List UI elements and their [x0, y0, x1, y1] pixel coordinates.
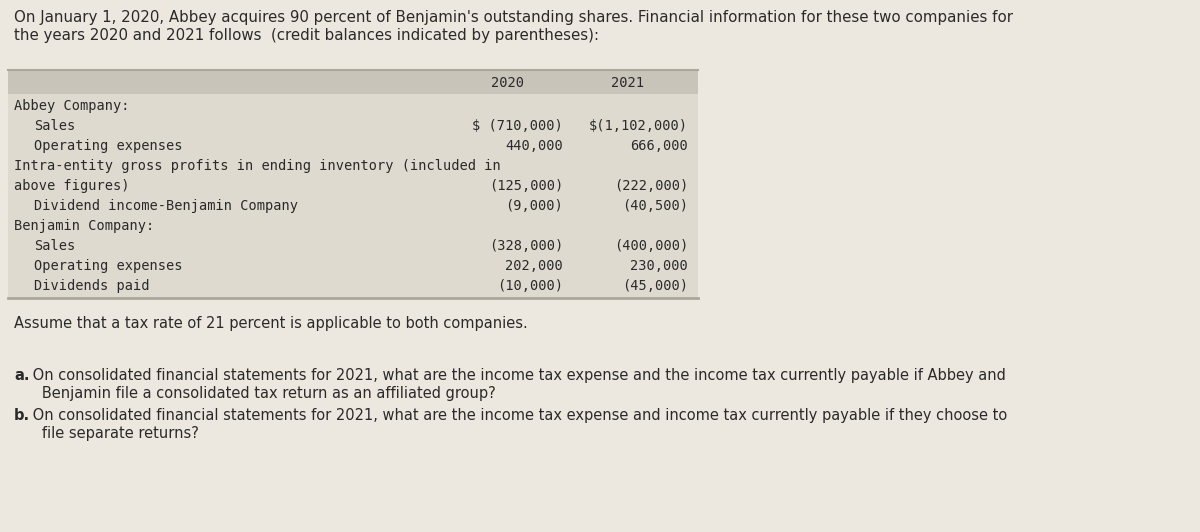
Text: $ (710,000): $ (710,000) — [473, 119, 563, 133]
Text: On consolidated financial statements for 2021, what are the income tax expense a: On consolidated financial statements for… — [28, 408, 1007, 423]
Text: Operating expenses: Operating expenses — [34, 259, 182, 273]
Text: Assume that a tax rate of 21 percent is applicable to both companies.: Assume that a tax rate of 21 percent is … — [14, 316, 528, 331]
Text: Sales: Sales — [34, 239, 76, 253]
Text: 666,000: 666,000 — [630, 139, 688, 153]
Bar — [8, 94, 698, 298]
Text: (400,000): (400,000) — [613, 239, 688, 253]
Text: 230,000: 230,000 — [630, 259, 688, 273]
Text: 2020: 2020 — [492, 76, 524, 90]
Text: Dividends paid: Dividends paid — [34, 279, 150, 293]
Text: On January 1, 2020, Abbey acquires 90 percent of Benjamin's outstanding shares. : On January 1, 2020, Abbey acquires 90 pe… — [14, 10, 1013, 25]
Text: 202,000: 202,000 — [505, 259, 563, 273]
Text: 2021: 2021 — [612, 76, 644, 90]
Bar — [8, 70, 698, 94]
Text: $(1,102,000): $(1,102,000) — [589, 119, 688, 133]
Text: (45,000): (45,000) — [622, 279, 688, 293]
Text: file separate returns?: file separate returns? — [28, 426, 199, 441]
Text: Operating expenses: Operating expenses — [34, 139, 182, 153]
Text: On consolidated financial statements for 2021, what are the income tax expense a: On consolidated financial statements for… — [28, 368, 1006, 383]
Text: a.: a. — [14, 368, 30, 383]
Text: Dividend income-Benjamin Company: Dividend income-Benjamin Company — [34, 199, 298, 213]
Text: Sales: Sales — [34, 119, 76, 133]
Text: Benjamin file a consolidated tax return as an affiliated group?: Benjamin file a consolidated tax return … — [28, 386, 496, 401]
Text: b.: b. — [14, 408, 30, 423]
Text: 440,000: 440,000 — [505, 139, 563, 153]
Text: (222,000): (222,000) — [613, 179, 688, 193]
Text: (9,000): (9,000) — [505, 199, 563, 213]
Text: (40,500): (40,500) — [622, 199, 688, 213]
Text: the years 2020 and 2021 follows  (credit balances indicated by parentheses):: the years 2020 and 2021 follows (credit … — [14, 28, 599, 43]
Text: Intra-entity gross profits in ending inventory (included in: Intra-entity gross profits in ending inv… — [14, 159, 500, 173]
Text: above figures): above figures) — [14, 179, 130, 193]
Text: (10,000): (10,000) — [497, 279, 563, 293]
Text: (125,000): (125,000) — [488, 179, 563, 193]
Text: Benjamin Company:: Benjamin Company: — [14, 219, 155, 233]
Text: Abbey Company:: Abbey Company: — [14, 99, 130, 113]
Text: (328,000): (328,000) — [488, 239, 563, 253]
